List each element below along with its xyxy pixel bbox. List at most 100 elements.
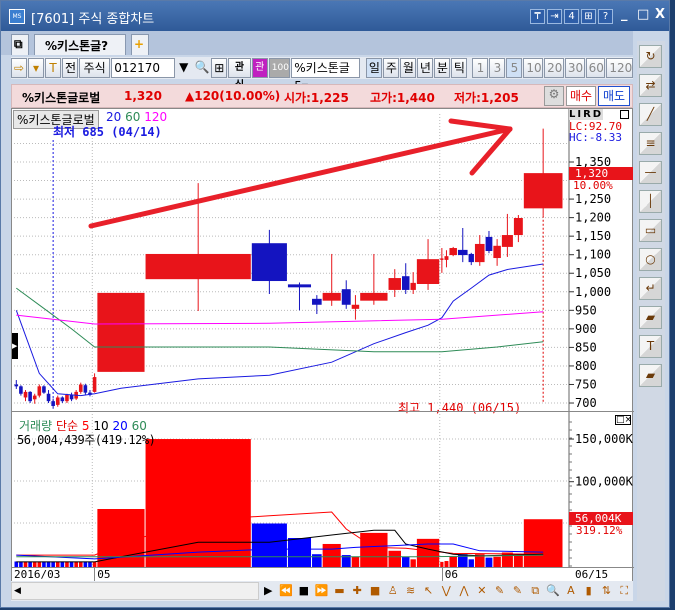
fast-forward-icon[interactable]: ⏩ bbox=[314, 584, 329, 597]
code-dropdown-icon[interactable]: ▼ bbox=[179, 60, 189, 74]
zoom-icon[interactable]: 🔍 bbox=[546, 584, 560, 597]
interval-5[interactable]: 5 bbox=[506, 58, 523, 78]
cross-icon[interactable]: ✕ bbox=[477, 584, 487, 597]
interval-1[interactable]: 1 bbox=[472, 58, 489, 78]
close-button[interactable]: X bbox=[655, 7, 666, 22]
settings-gear-icon[interactable]: ⚙ bbox=[544, 86, 564, 106]
drawing-tools-panel: ↻ ⇄ ╱ ≡ — │ ▭ ○ ↵ ▰ T ▰ bbox=[637, 41, 665, 601]
horizontal-line-icon[interactable]: — bbox=[639, 161, 662, 184]
buy-button[interactable]: 매수 bbox=[566, 86, 596, 106]
interval-10[interactable]: 10 bbox=[523, 58, 544, 78]
wave-icon[interactable]: ≋ bbox=[406, 584, 416, 597]
bar-icon[interactable]: ▮ bbox=[585, 584, 592, 597]
price-ma20-line bbox=[15, 263, 544, 397]
chart-scrollbar[interactable]: ◀ bbox=[11, 582, 260, 600]
count-badge: 100 bbox=[268, 58, 291, 78]
all-button[interactable]: 전 bbox=[62, 58, 78, 78]
volume-bar bbox=[410, 559, 416, 567]
fibonacci-icon[interactable]: ≡ bbox=[639, 132, 662, 155]
maximize-pane-icon[interactable] bbox=[620, 110, 629, 119]
volume-bar bbox=[440, 561, 444, 567]
text-icon[interactable]: T bbox=[639, 335, 662, 358]
cursor-icon[interactable]: ↖ bbox=[423, 584, 434, 597]
help-button[interactable]: ? bbox=[598, 9, 613, 24]
stock-name-select[interactable]: %키스톤글5▾ bbox=[291, 58, 361, 93]
volume-bar bbox=[23, 561, 28, 567]
volume-bar bbox=[523, 519, 563, 567]
layout-button[interactable]: ⊞ bbox=[581, 9, 596, 24]
period-week[interactable]: 주 bbox=[382, 58, 399, 78]
rectangle-icon[interactable]: ▭ bbox=[639, 219, 662, 242]
price-legend-name[interactable]: %키스톤글로벌 bbox=[13, 110, 99, 129]
stock-code-input[interactable]: 012170 bbox=[111, 58, 175, 78]
maximize-button[interactable]: □ bbox=[637, 7, 650, 22]
zigzag2-icon[interactable]: ⋀ bbox=[459, 584, 469, 597]
trendline-icon[interactable]: ╱ bbox=[639, 103, 662, 126]
dropdown-icon[interactable]: ▾ bbox=[28, 58, 44, 78]
candle-body bbox=[523, 173, 563, 209]
expand-panel-handle[interactable]: ▶ bbox=[12, 333, 18, 359]
return-icon[interactable]: ↵ bbox=[639, 277, 662, 300]
volume-bar bbox=[341, 555, 351, 567]
person-icon[interactable]: ♙ bbox=[387, 584, 398, 597]
candle-body bbox=[88, 392, 92, 395]
sell-button[interactable]: 매도 bbox=[598, 86, 630, 106]
search-icon[interactable]: 🔍 bbox=[194, 60, 210, 74]
circle-icon[interactable]: ○ bbox=[639, 248, 662, 271]
plus-icon[interactable]: ✚ bbox=[352, 584, 362, 597]
add-tab-button[interactable]: + bbox=[131, 34, 149, 55]
interest-badge[interactable]: 관 bbox=[251, 58, 268, 78]
interval-60[interactable]: 60 bbox=[585, 58, 606, 78]
candle-body bbox=[32, 395, 37, 400]
chart-icon[interactable]: ⧉ bbox=[531, 584, 540, 597]
fullscreen-icon[interactable]: ⛶ bbox=[620, 584, 629, 597]
text-a-icon[interactable]: A bbox=[567, 584, 575, 597]
tab-active[interactable]: %키스톤글? bbox=[34, 34, 126, 55]
volume-bar bbox=[28, 561, 32, 567]
lowest-price-label: 최저 685 (04/14) bbox=[53, 125, 162, 139]
zigzag-icon[interactable]: ⋁ bbox=[441, 584, 451, 597]
vma5-label: 5 bbox=[81, 419, 90, 433]
volume-bar bbox=[83, 561, 88, 567]
refresh-icon[interactable]: ↻ bbox=[639, 45, 662, 68]
compare-icon[interactable]: ⇄ bbox=[639, 74, 662, 97]
period-year[interactable]: 년 bbox=[416, 58, 433, 78]
erase-all-icon[interactable]: ▰ bbox=[639, 364, 662, 387]
square-icon[interactable]: ■ bbox=[369, 584, 381, 597]
minus-icon[interactable]: ▬ bbox=[334, 584, 345, 597]
pen-all-icon[interactable]: ✎ bbox=[512, 584, 523, 597]
interval-20[interactable]: 20 bbox=[544, 58, 564, 78]
interval-3[interactable]: 3 bbox=[489, 58, 506, 78]
scroll-right-icon[interactable]: ▶ bbox=[264, 584, 273, 597]
market-select[interactable]: 주식 bbox=[79, 58, 111, 78]
rewind-icon[interactable]: ⏪ bbox=[279, 584, 293, 597]
interval-30[interactable]: 30 bbox=[564, 58, 585, 78]
interval-120[interactable]: 120 bbox=[606, 58, 634, 78]
chart-area[interactable]: 1,350 1,250 1,200 1,150 1,100 1,050 1,000 950 90… bbox=[11, 108, 634, 568]
low-price: 저가:1,205 bbox=[454, 91, 519, 105]
arrow-right-icon[interactable]: ⇨ bbox=[11, 58, 27, 78]
screen-icon[interactable]: ⊞ bbox=[211, 58, 228, 78]
link-button[interactable]: ⇥ bbox=[547, 9, 562, 24]
pane-max-close-buttons[interactable]: □× bbox=[615, 415, 633, 425]
period-minute[interactable]: 분 bbox=[433, 58, 450, 78]
eraser-icon[interactable]: ▰ bbox=[639, 306, 662, 329]
volume-bar bbox=[322, 543, 341, 567]
stop-icon[interactable]: ■ bbox=[298, 584, 310, 597]
screen-number-button[interactable]: 4 bbox=[564, 9, 579, 24]
minimize-button[interactable]: _ bbox=[621, 7, 628, 22]
vma20-label: 20 bbox=[112, 419, 128, 433]
period-tick[interactable]: 틱 bbox=[450, 58, 467, 78]
pin-button[interactable]: ₸ bbox=[530, 9, 545, 24]
filter-icon[interactable]: T bbox=[45, 58, 61, 78]
pen-icon[interactable]: ✎ bbox=[495, 584, 505, 597]
period-month[interactable]: 월 bbox=[399, 58, 416, 78]
window-switch-icon[interactable]: ⧉ bbox=[11, 34, 29, 55]
axis-mode-buttons[interactable]: LIRD bbox=[569, 109, 604, 120]
pane-divider[interactable] bbox=[12, 411, 634, 412]
updown-icon[interactable]: ⇅ bbox=[601, 584, 612, 597]
vertical-line-icon[interactable]: │ bbox=[639, 190, 662, 213]
chart-svg[interactable]: 1,350 1,250 1,200 1,150 1,100 1,050 1,000 950 90… bbox=[2, 2, 634, 567]
period-day[interactable]: 일 bbox=[365, 58, 382, 78]
volume-bar bbox=[145, 439, 251, 567]
